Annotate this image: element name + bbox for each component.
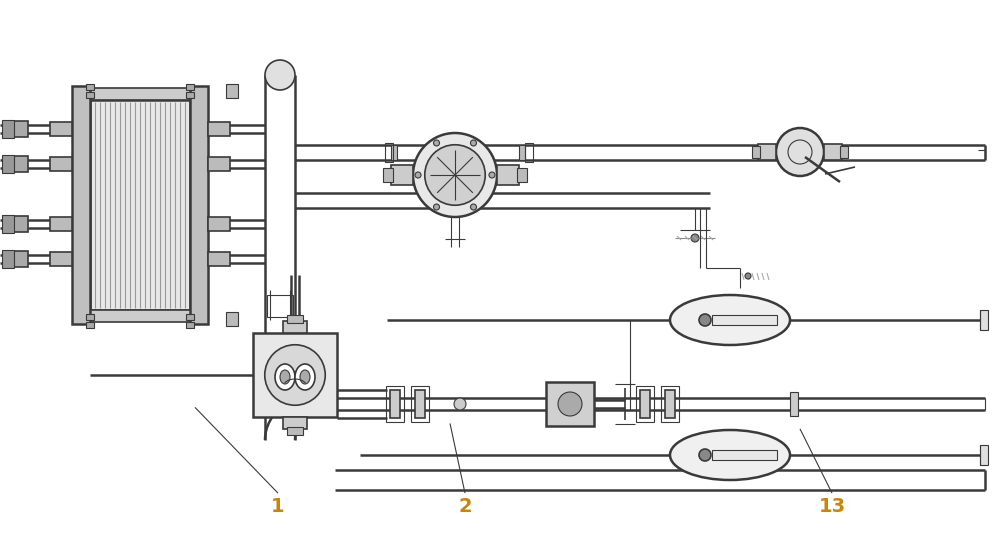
Bar xyxy=(287,315,303,323)
Bar xyxy=(497,165,519,185)
Bar xyxy=(186,92,194,98)
Bar xyxy=(186,84,194,90)
Bar xyxy=(208,252,230,266)
Text: 2: 2 xyxy=(458,497,472,516)
Ellipse shape xyxy=(670,295,790,345)
Bar xyxy=(86,322,94,328)
Bar xyxy=(14,251,28,267)
Bar xyxy=(86,84,94,90)
Circle shape xyxy=(415,172,421,178)
Bar xyxy=(50,252,72,266)
Ellipse shape xyxy=(295,364,315,390)
Ellipse shape xyxy=(280,370,290,384)
Bar xyxy=(253,333,337,417)
Circle shape xyxy=(745,273,751,279)
Bar xyxy=(758,144,776,160)
Bar xyxy=(283,417,307,429)
Bar xyxy=(86,310,194,322)
Bar xyxy=(790,392,798,416)
Ellipse shape xyxy=(670,430,790,480)
Bar xyxy=(824,144,842,160)
Circle shape xyxy=(699,314,711,326)
Bar xyxy=(208,217,230,231)
Bar xyxy=(86,88,194,100)
Bar xyxy=(980,445,988,465)
Bar xyxy=(525,143,533,162)
Bar xyxy=(2,155,14,173)
Bar xyxy=(2,250,14,268)
Text: 13: 13 xyxy=(818,497,846,516)
Bar xyxy=(14,156,28,172)
Bar xyxy=(517,168,527,182)
Circle shape xyxy=(265,345,325,405)
Bar xyxy=(50,122,72,136)
Bar xyxy=(752,146,760,158)
Bar xyxy=(519,145,525,160)
Bar xyxy=(415,390,425,418)
Bar xyxy=(2,120,14,138)
Bar xyxy=(640,390,650,418)
Bar xyxy=(546,382,594,426)
Bar xyxy=(50,217,72,231)
Bar xyxy=(661,386,679,422)
Bar xyxy=(386,386,404,422)
Bar xyxy=(226,84,238,98)
Bar xyxy=(190,86,208,324)
Circle shape xyxy=(470,140,476,146)
Bar xyxy=(226,312,238,326)
Circle shape xyxy=(434,140,440,146)
Bar xyxy=(14,121,28,137)
Circle shape xyxy=(489,172,495,178)
Bar xyxy=(86,314,94,320)
Bar xyxy=(980,310,988,330)
Bar xyxy=(283,321,307,333)
Bar xyxy=(267,295,293,317)
Bar xyxy=(186,322,194,328)
Ellipse shape xyxy=(300,370,310,384)
Bar xyxy=(840,146,848,158)
Bar xyxy=(712,315,777,325)
Bar xyxy=(86,92,94,98)
Circle shape xyxy=(425,145,485,205)
Circle shape xyxy=(558,392,582,416)
Circle shape xyxy=(776,128,824,176)
Bar xyxy=(665,390,675,418)
Circle shape xyxy=(470,204,476,210)
Circle shape xyxy=(699,449,711,461)
Bar xyxy=(90,100,190,310)
Circle shape xyxy=(413,133,497,217)
Bar xyxy=(385,143,393,162)
Bar xyxy=(287,427,303,435)
Text: 1: 1 xyxy=(271,497,285,516)
Bar xyxy=(50,157,72,171)
Circle shape xyxy=(454,398,466,410)
Bar xyxy=(383,168,393,182)
Bar xyxy=(712,450,777,460)
Bar xyxy=(390,390,400,418)
Bar xyxy=(391,165,413,185)
Bar xyxy=(2,215,14,233)
Bar xyxy=(411,386,429,422)
Bar xyxy=(391,145,397,160)
Bar xyxy=(636,386,654,422)
Bar xyxy=(186,314,194,320)
Ellipse shape xyxy=(265,60,295,90)
Ellipse shape xyxy=(275,364,295,390)
Circle shape xyxy=(691,234,699,242)
Bar xyxy=(72,86,90,324)
Bar xyxy=(208,157,230,171)
Circle shape xyxy=(434,204,440,210)
Bar xyxy=(208,122,230,136)
Bar xyxy=(14,216,28,232)
